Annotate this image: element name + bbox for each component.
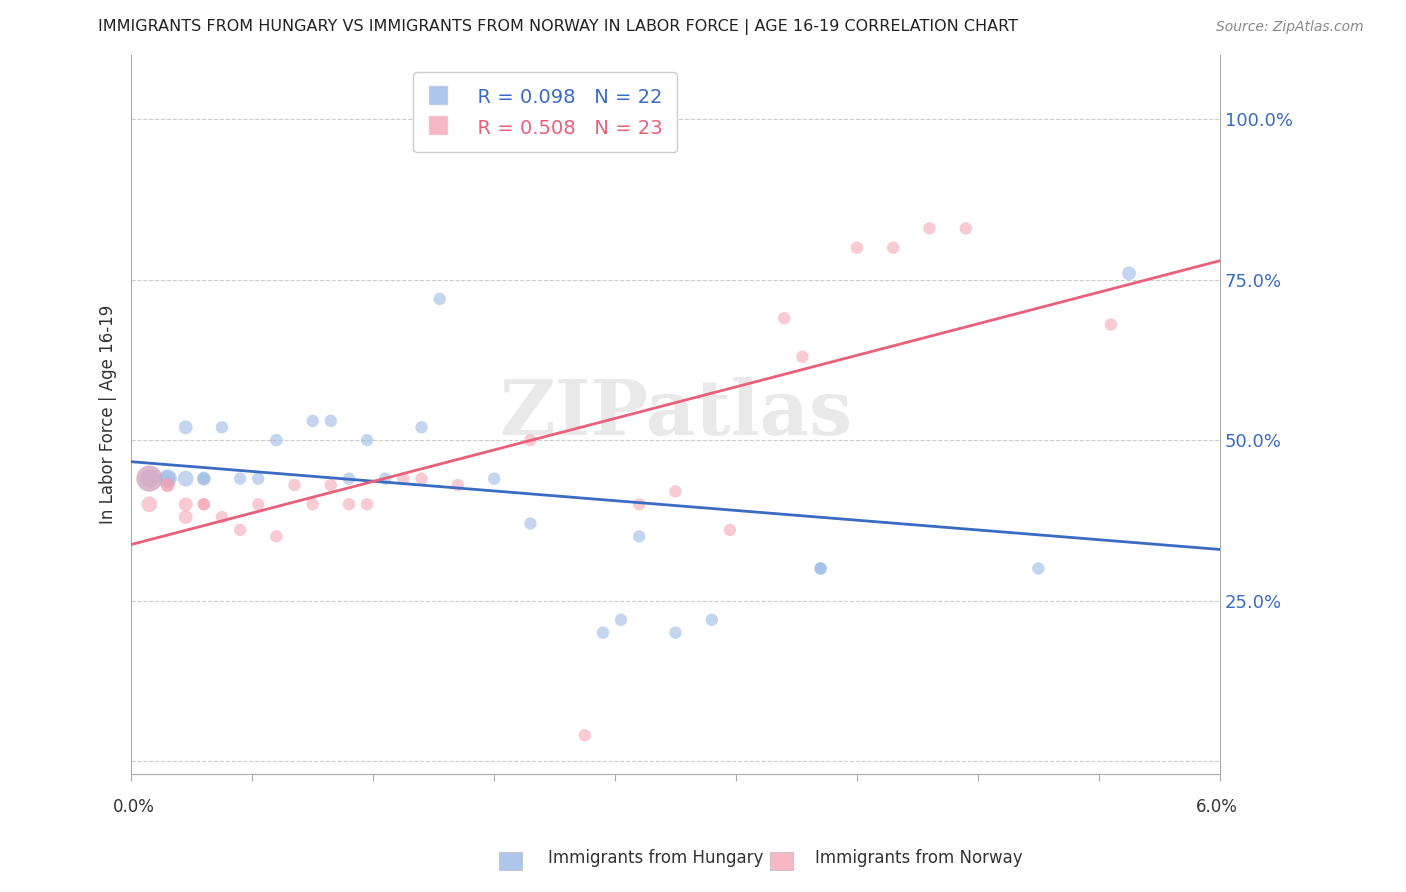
Text: Immigrants from Norway: Immigrants from Norway (815, 849, 1024, 867)
Point (664, 484, 686, 499)
Point (429, 292, 451, 306)
Point (229, 472, 252, 486)
Point (447, 478, 470, 492)
Point (882, 241, 904, 255)
Point (337, 497, 360, 511)
Point (918, 221, 941, 235)
Point (174, 510, 197, 524)
Point (519, 433, 541, 447)
Text: IMMIGRANTS FROM HUNGARY VS IMMIGRANTS FROM NORWAY IN LABOR FORCE | AGE 16-19 COR: IMMIGRANTS FROM HUNGARY VS IMMIGRANTS FR… (98, 20, 1018, 35)
Point (266, 433, 288, 447)
Point (193, 497, 215, 511)
Point (138, 497, 160, 511)
Point (845, 241, 868, 255)
Legend:   R = 0.098   N = 22,   R = 0.508   N = 23: R = 0.098 N = 22, R = 0.508 N = 23 (413, 72, 676, 152)
Point (156, 472, 179, 486)
Point (156, 472, 179, 486)
Point (356, 433, 378, 447)
Point (411, 472, 433, 486)
Point (574, 728, 596, 742)
Point (138, 472, 160, 486)
Point (174, 420, 197, 434)
Point (229, 523, 252, 537)
Point (156, 478, 179, 492)
Point (664, 625, 686, 640)
Point (337, 472, 360, 486)
Point (283, 478, 305, 492)
Point (482, 472, 505, 486)
Y-axis label: In Labor Force | Age 16-19: In Labor Force | Age 16-19 (100, 305, 117, 524)
Point (247, 497, 270, 511)
Point (519, 516, 541, 531)
Point (301, 414, 323, 428)
Point (138, 472, 160, 486)
Point (319, 414, 342, 428)
Point (193, 472, 215, 486)
Point (138, 472, 160, 486)
Point (610, 613, 633, 627)
Point (628, 529, 651, 543)
Point (1099, 318, 1122, 332)
Point (411, 420, 433, 434)
Point (301, 497, 323, 511)
Point (810, 561, 832, 575)
Point (374, 472, 396, 486)
Text: 0.0%: 0.0% (112, 798, 155, 816)
Point (193, 497, 215, 511)
Point (955, 221, 977, 235)
Text: Source: ZipAtlas.com: Source: ZipAtlas.com (1216, 21, 1364, 34)
Point (592, 625, 614, 640)
Point (392, 472, 415, 486)
Point (174, 472, 197, 486)
Point (1118, 266, 1140, 280)
Text: Immigrants from Hungary: Immigrants from Hungary (548, 849, 763, 867)
Point (810, 561, 832, 575)
Point (319, 478, 342, 492)
Point (700, 613, 723, 627)
Point (247, 472, 270, 486)
Point (211, 510, 233, 524)
Point (193, 472, 215, 486)
Point (718, 523, 741, 537)
Point (266, 529, 288, 543)
Text: ZIPatlas: ZIPatlas (499, 377, 852, 451)
Point (356, 497, 378, 511)
Point (211, 420, 233, 434)
Point (174, 497, 197, 511)
Point (628, 497, 651, 511)
Point (773, 311, 796, 326)
Point (1026, 561, 1049, 575)
Point (156, 478, 179, 492)
Text: 6.0%: 6.0% (1197, 798, 1237, 816)
Point (792, 350, 814, 364)
